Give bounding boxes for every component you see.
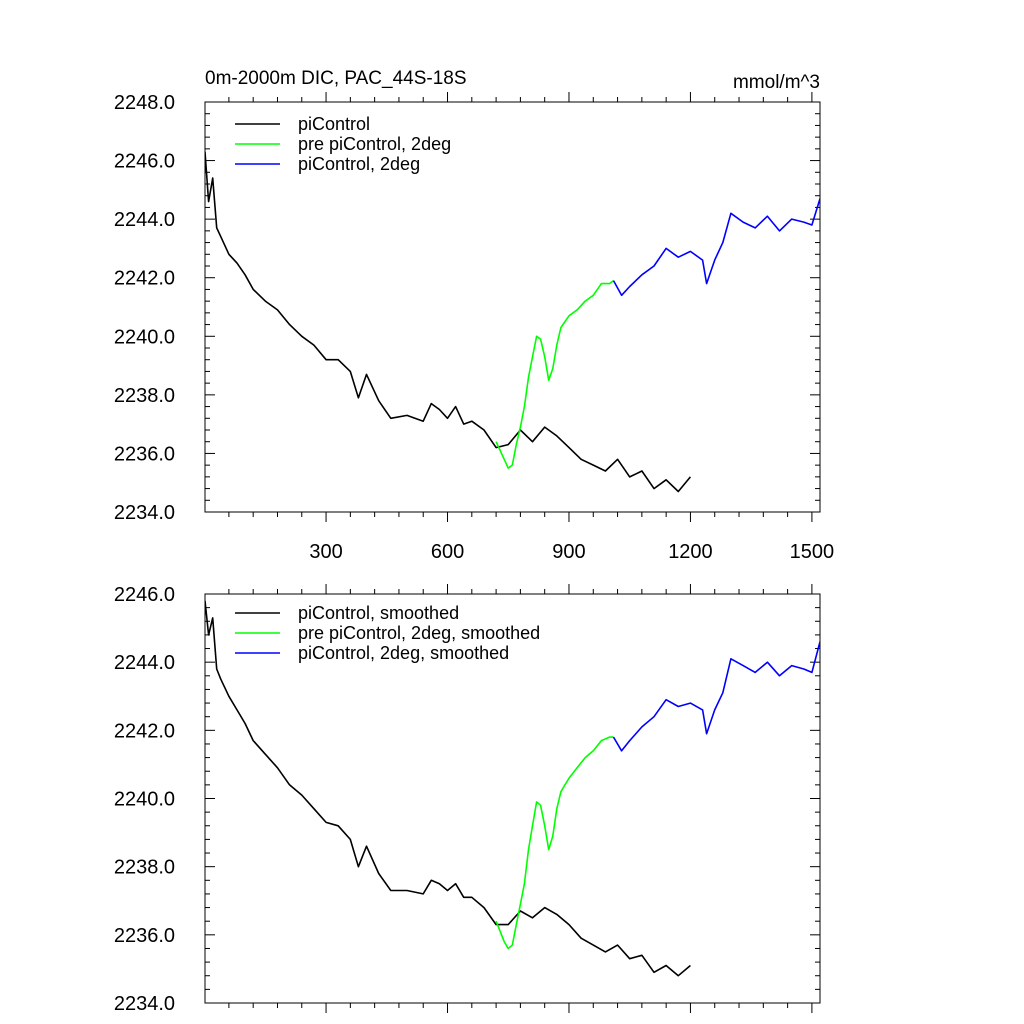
y-tick-label: 2240.0 xyxy=(114,789,175,811)
y-tick-label: 2244.0 xyxy=(114,209,175,231)
legend-label: piControl, 2deg, smoothed xyxy=(298,643,509,663)
y-tick-label: 2244.0 xyxy=(114,652,175,674)
series-line-2 xyxy=(612,198,820,297)
x-tick-label: 900 xyxy=(552,541,585,563)
series-line-2 xyxy=(612,641,820,752)
y-tick-label: 2238.0 xyxy=(114,385,175,407)
series-line-0 xyxy=(205,151,692,493)
legend-label: piControl xyxy=(298,114,370,134)
y-tick-label: 2248.0 xyxy=(114,92,175,114)
y-tick-label: 2236.0 xyxy=(114,925,175,947)
y-tick-label: 2242.0 xyxy=(114,268,175,290)
units-label: mmol/m^3 xyxy=(733,72,820,93)
legend-label: piControl, 2deg xyxy=(298,154,420,174)
y-tick-label: 2236.0 xyxy=(114,443,175,465)
legend-label: pre piControl, 2deg xyxy=(298,134,451,154)
y-tick-label: 2234.0 xyxy=(114,993,175,1015)
legend-label: pre piControl, 2deg, smoothed xyxy=(298,623,540,643)
y-tick-label: 2246.0 xyxy=(114,584,175,606)
y-tick-label: 2234.0 xyxy=(114,502,175,524)
x-tick-label: 600 xyxy=(431,541,464,563)
y-tick-label: 2242.0 xyxy=(114,720,175,742)
series-line-1 xyxy=(495,279,614,469)
plot-frame xyxy=(204,101,821,513)
legend-label: piControl, smoothed xyxy=(298,603,459,623)
series-line-1 xyxy=(495,736,614,950)
chart-title: 0m-2000m DIC, PAC_44S-18S xyxy=(205,68,467,89)
y-tick-label: 2246.0 xyxy=(114,151,175,173)
x-tick-label: 1200 xyxy=(668,541,713,563)
x-tick-label: 1500 xyxy=(790,541,835,563)
series-line-0 xyxy=(205,600,691,977)
y-tick-label: 2240.0 xyxy=(114,326,175,348)
x-tick-label: 300 xyxy=(309,541,342,563)
top-panel-raw: 0m-2000m DIC, PAC_44S-18S mmol/m^3 2234.… xyxy=(114,68,834,563)
y-tick-label: 2238.0 xyxy=(114,857,175,879)
bottom-panel-smoothed: 2234.0 2236.0 2238.0 2240.0 2242.0 2244.0 2246… xyxy=(114,584,821,1015)
